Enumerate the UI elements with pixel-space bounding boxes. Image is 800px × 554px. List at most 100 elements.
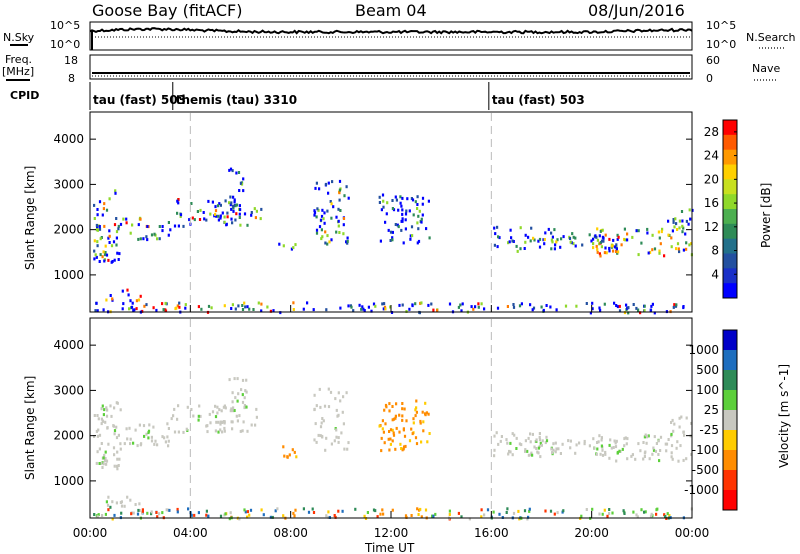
heatmap-cell [245, 390, 248, 394]
heatmap-cell [167, 444, 170, 448]
heatmap-cell [388, 448, 391, 452]
heatmap-cell [689, 217, 692, 221]
heatmap-cell [131, 301, 134, 305]
cpid-segment-label: themis (tau) 3310 [176, 93, 297, 107]
heatmap-cell [233, 409, 236, 412]
heatmap-cell [517, 509, 520, 513]
heatmap-cell [249, 508, 253, 512]
heatmap-cell [537, 239, 540, 243]
heatmap-cell [97, 428, 100, 432]
heatmap-cell [675, 222, 678, 226]
noise-lines [89, 27, 693, 50]
heatmap-cell [540, 443, 543, 447]
heatmap-cell [651, 452, 654, 456]
heatmap-cell [203, 217, 206, 221]
heatmap-cell [683, 433, 686, 437]
noise-left-label: N.Sky [3, 31, 35, 44]
heatmap-cell [176, 199, 179, 203]
velocity-colorbar-band [723, 330, 737, 351]
heatmap-cell [120, 504, 124, 508]
heatmap-cell [229, 511, 232, 515]
heatmap-cell [520, 443, 523, 447]
noise-left-tick-bottom: 10^0 [50, 38, 80, 51]
heatmap-cell [420, 301, 423, 305]
heatmap-cell [307, 510, 311, 514]
heatmap-cell [508, 449, 511, 453]
noise-left-tick-top: 10^5 [50, 19, 80, 32]
heatmap-cell [243, 404, 246, 407]
heatmap-cell [293, 450, 296, 454]
heatmap-cell [295, 455, 298, 459]
velocity-axis: 1000 2000 3000 4000 [53, 338, 692, 488]
heatmap-cell [598, 512, 601, 516]
heatmap-cell [345, 240, 348, 244]
heatmap-cell [679, 444, 682, 448]
heatmap-cell [412, 421, 415, 425]
heatmap-cell [342, 217, 346, 220]
heatmap-cell [146, 238, 149, 242]
heatmap-cell [137, 508, 140, 512]
heatmap-cell [119, 408, 122, 412]
heatmap-cell [245, 378, 248, 382]
heatmap-cell [678, 416, 681, 420]
heatmap-cell [137, 223, 140, 227]
heatmap-cell [386, 201, 389, 205]
heatmap-cell [341, 410, 344, 414]
heatmap-cell [383, 302, 386, 306]
heatmap-cell [544, 441, 547, 445]
heatmap-cell [338, 231, 341, 234]
heatmap-cell [239, 223, 242, 227]
heatmap-cell [388, 430, 391, 433]
heatmap-cell [646, 434, 649, 438]
heatmap-cell [682, 458, 685, 462]
heatmap-cell [615, 459, 618, 463]
heatmap-cell [113, 258, 116, 262]
heatmap-cell [142, 237, 145, 241]
velocity-colorbar-band [723, 390, 737, 411]
heatmap-cell [294, 508, 297, 512]
heatmap-cell [557, 447, 560, 451]
heatmap-cell [96, 450, 99, 454]
heatmap-cell [416, 221, 419, 225]
heatmap-cell [111, 500, 114, 504]
heatmap-cell [324, 230, 327, 234]
heatmap-cell [243, 406, 246, 410]
heatmap-cell [670, 245, 673, 249]
heatmap-cell [397, 225, 400, 229]
heatmap-cell [94, 309, 97, 313]
heatmap-cell [166, 422, 169, 426]
heatmap-cell [626, 238, 629, 242]
heatmap-cell [324, 182, 328, 186]
heatmap-cell [330, 216, 333, 220]
heatmap-cell [103, 459, 107, 463]
heatmap-cell [681, 230, 684, 234]
heatmap-cell [626, 457, 629, 461]
heatmap-cell [583, 439, 586, 443]
heatmap-cell [432, 514, 435, 518]
cpid-segment-label: tau (fast) 503 [93, 93, 186, 107]
heatmap-cell [337, 207, 340, 211]
heatmap-cell [670, 455, 673, 459]
heatmap-cell [552, 442, 555, 446]
heatmap-cell [347, 196, 350, 200]
heatmap-cell [330, 202, 333, 206]
heatmap-cell [670, 421, 673, 424]
heatmap-cell [559, 245, 562, 249]
heatmap-cell [161, 511, 164, 515]
heatmap-cell [105, 298, 108, 302]
heatmap-cell [232, 406, 235, 410]
heatmap-cell [612, 249, 615, 253]
heatmap-cell [673, 422, 676, 426]
heatmap-cell [506, 305, 509, 308]
heatmap-cell [150, 510, 153, 514]
heatmap-cell [600, 444, 603, 448]
heatmap-cell [121, 307, 124, 311]
heatmap-cell [207, 514, 210, 518]
heatmap-cell [109, 294, 112, 297]
heatmap-cell [290, 247, 293, 251]
heatmap-cell [611, 511, 614, 515]
heatmap-cell [688, 208, 691, 212]
velocity-colorbar: 1000 500 100 25 -25 -100 -500 -1000 [684, 329, 738, 511]
heatmap-cell [535, 447, 538, 450]
heatmap-cell [111, 297, 114, 301]
